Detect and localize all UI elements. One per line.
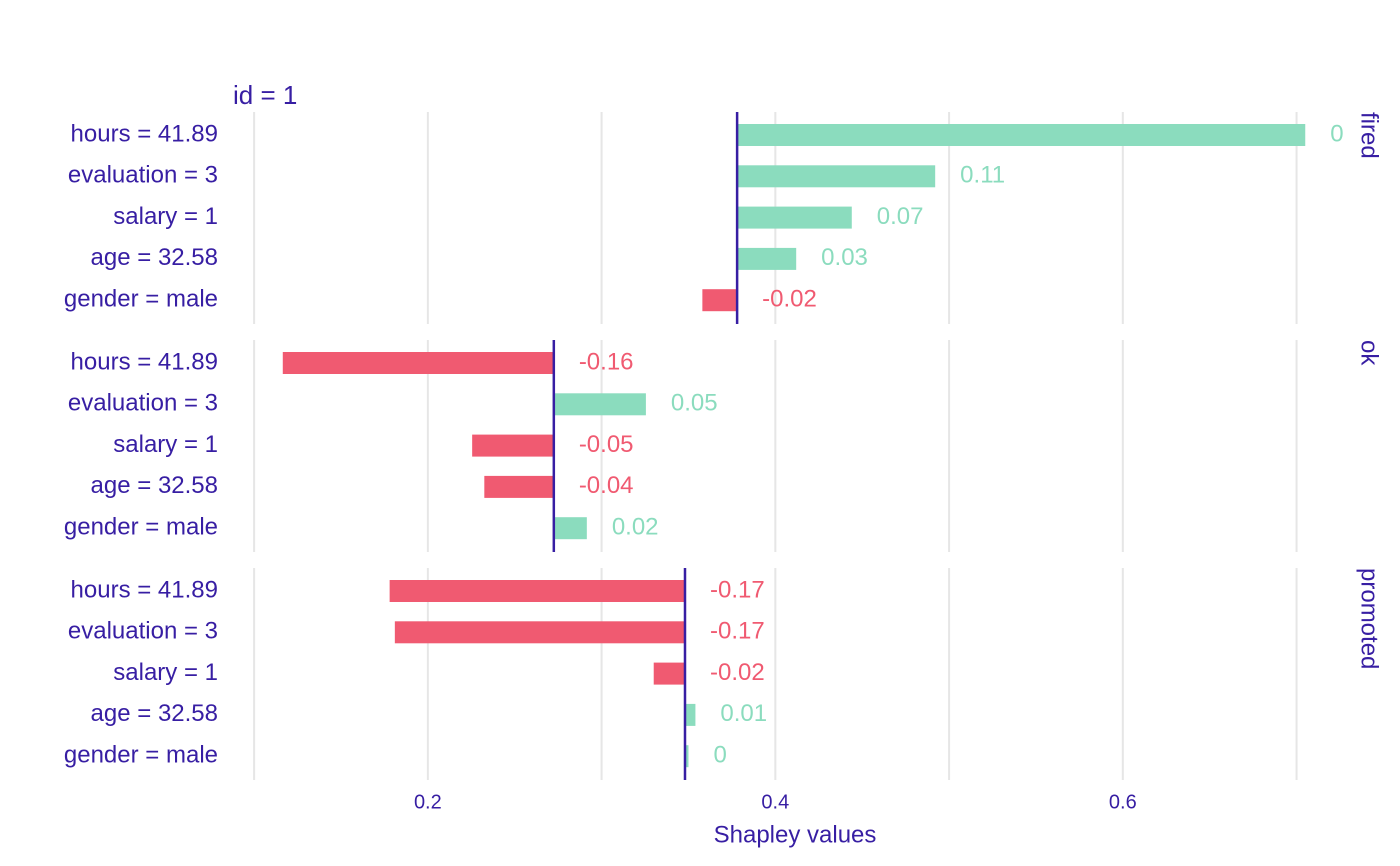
facet-label: promoted: [1356, 568, 1383, 669]
bar: [702, 289, 738, 312]
bar: [484, 475, 554, 498]
value-label: -0.02: [762, 286, 817, 313]
facet-label: fired: [1356, 112, 1383, 159]
category-label: age = 32.58: [91, 244, 218, 271]
value-label: -0.05: [579, 431, 634, 458]
category-label: evaluation = 3: [68, 618, 218, 645]
category-label: hours = 41.89: [71, 576, 218, 603]
x-axis-label: Shapley values: [714, 821, 877, 848]
category-label: age = 32.58: [91, 700, 218, 727]
category-label: evaluation = 3: [68, 390, 218, 417]
value-label: 0: [713, 742, 726, 769]
value-label: 0.02: [612, 514, 659, 541]
chart-title: id = 1: [233, 80, 297, 110]
value-label: 0.01: [720, 700, 767, 727]
value-label: -0.04: [579, 472, 634, 499]
bar: [282, 352, 554, 374]
value-label: -0.17: [710, 618, 765, 645]
facet-label: ok: [1356, 340, 1383, 366]
category-label: salary = 1: [113, 203, 218, 230]
bar: [389, 580, 685, 602]
bar: [684, 745, 689, 768]
category-label: age = 32.58: [91, 472, 218, 499]
category-label: gender = male: [64, 514, 218, 541]
bar: [553, 393, 646, 416]
x-tick-label: 0.4: [761, 791, 789, 813]
value-label: 0.03: [821, 244, 868, 271]
value-label: -0.02: [710, 659, 765, 686]
category-label: hours = 41.89: [71, 120, 218, 147]
bar: [737, 206, 852, 229]
bar: [737, 247, 797, 270]
bar: [653, 662, 685, 685]
bar: [472, 434, 554, 457]
bar: [553, 517, 587, 540]
plot-area: 0.330.110.070.03-0.02-0.160.05-0.05-0.04…: [253, 112, 1377, 780]
bar: [684, 703, 696, 726]
category-label: gender = male: [64, 742, 218, 769]
category-label: gender = male: [64, 286, 218, 313]
value-label: 0.33: [1330, 120, 1377, 147]
value-label: -0.16: [579, 348, 634, 375]
category-label: evaluation = 3: [68, 162, 218, 189]
category-label: salary = 1: [113, 431, 218, 458]
category-label: salary = 1: [113, 659, 218, 686]
value-label: 0.05: [671, 390, 718, 417]
bar: [737, 165, 936, 188]
x-tick-label: 0.2: [414, 791, 442, 813]
value-label: -0.17: [710, 576, 765, 603]
x-tick-label: 0.6: [1109, 791, 1137, 813]
bar: [737, 124, 1306, 146]
bar: [394, 621, 685, 644]
value-label: 0.11: [960, 162, 1005, 189]
category-label: hours = 41.89: [71, 348, 218, 375]
value-label: 0.07: [877, 203, 924, 230]
